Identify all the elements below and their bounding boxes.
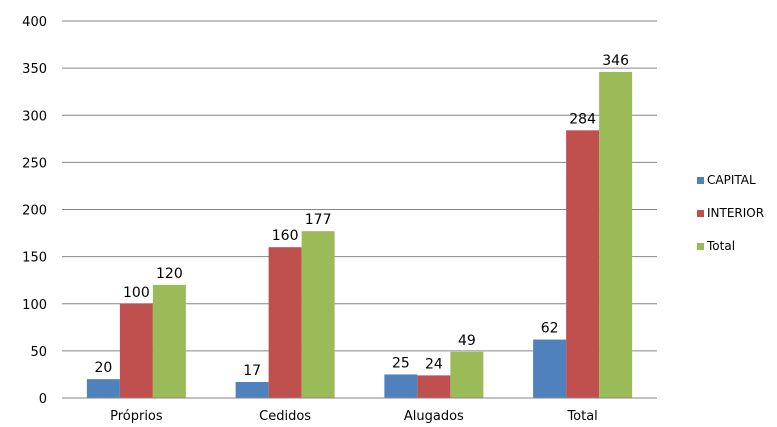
bar-capital-2 xyxy=(384,374,418,398)
data-label: 49 xyxy=(458,333,476,349)
data-label: 25 xyxy=(392,355,410,371)
y-tick-label: 200 xyxy=(22,204,47,219)
y-tick-label: 150 xyxy=(22,251,47,266)
x-axis-category-labels: Próprios Cedidos Alugados Total xyxy=(110,409,598,424)
data-label: 24 xyxy=(425,356,443,372)
data-label: 346 xyxy=(602,53,629,69)
bar-capital-1 xyxy=(235,381,269,398)
legend-label: INTERIOR xyxy=(707,206,764,220)
data-label: 177 xyxy=(305,212,332,228)
bar-total-0 xyxy=(152,284,186,398)
legend-swatch-capital xyxy=(697,177,704,184)
bar-capital-0 xyxy=(86,379,120,398)
data-label: 284 xyxy=(569,111,596,127)
data-label: 20 xyxy=(94,360,112,376)
bar-interior-2 xyxy=(417,375,451,398)
bar-total-2 xyxy=(450,351,484,398)
data-label: 100 xyxy=(123,285,150,301)
y-tick-label: 300 xyxy=(22,109,47,124)
y-tick-label: 250 xyxy=(22,156,47,171)
y-tick-label: 350 xyxy=(22,62,47,77)
y-tick-label: 100 xyxy=(22,298,47,313)
legend-swatch-interior xyxy=(697,210,704,217)
x-category-label: Total xyxy=(566,409,597,424)
data-labels: 20 100 120 17 160 177 25 24 49 62 284 346 xyxy=(94,53,629,379)
bar-capital-3 xyxy=(533,339,567,398)
bar-total-3 xyxy=(599,71,633,399)
bar-interior-1 xyxy=(268,247,302,398)
bar-interior-3 xyxy=(566,130,600,398)
legend: CAPITAL INTERIOR Total xyxy=(697,173,764,253)
x-category-label: Alugados xyxy=(404,409,464,424)
data-label: 160 xyxy=(272,228,299,244)
data-label: 17 xyxy=(243,363,261,379)
legend-swatch-total xyxy=(697,243,704,250)
bar-series xyxy=(86,71,633,399)
data-label: 62 xyxy=(541,321,559,337)
bar-total-1 xyxy=(301,231,335,398)
legend-label: CAPITAL xyxy=(707,173,756,187)
y-tick-label: 0 xyxy=(39,392,47,407)
x-category-label: Próprios xyxy=(110,409,163,424)
legend-label: Total xyxy=(706,239,735,253)
y-tick-label: 400 xyxy=(22,15,47,30)
data-label: 120 xyxy=(156,266,183,282)
y-axis-tick-labels: 0 50 100 150 200 250 300 350 400 xyxy=(22,15,47,407)
x-category-label: Cedidos xyxy=(259,409,311,424)
y-tick-label: 50 xyxy=(30,345,47,360)
bar-interior-0 xyxy=(119,303,153,398)
